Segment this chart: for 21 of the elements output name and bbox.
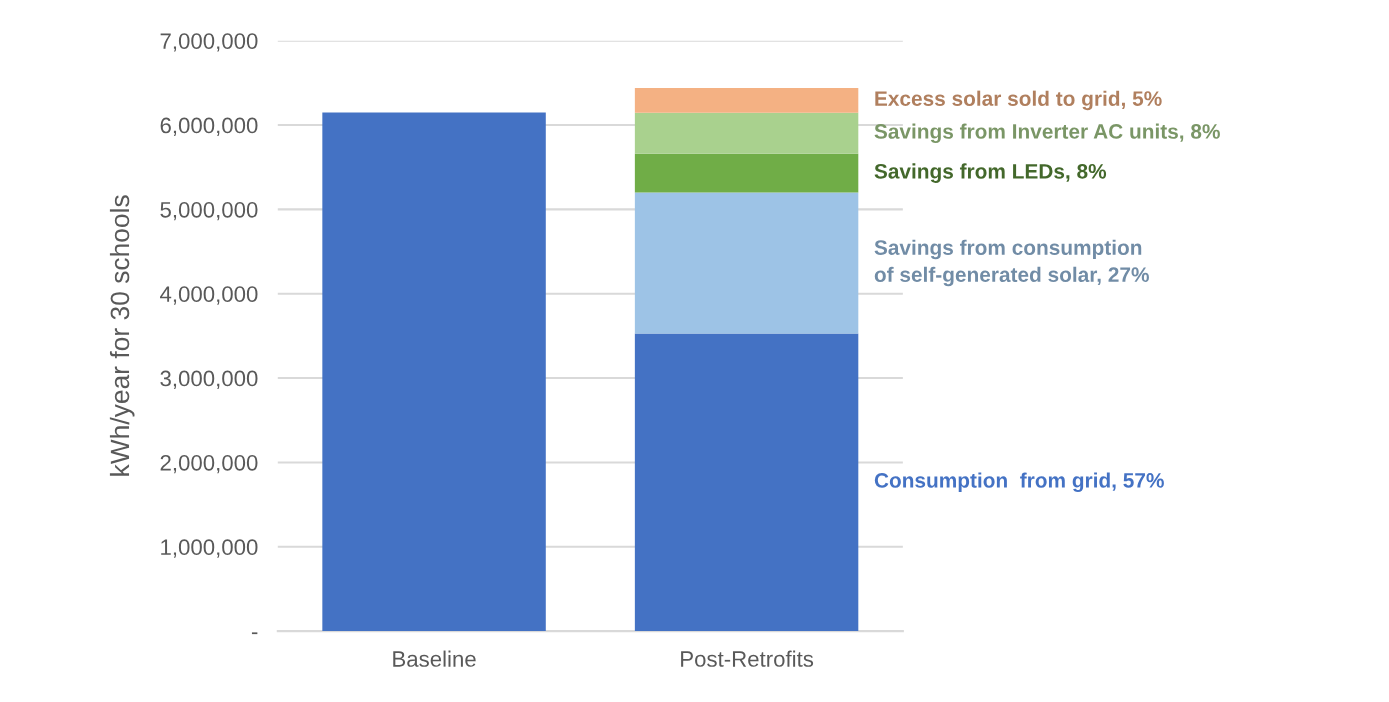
- bar: [634, 112, 859, 154]
- y-tick-label: 3,000,000: [160, 370, 258, 389]
- series-label: Excess solar sold to grid, 5%: [875, 90, 1162, 111]
- x-tick-label: Baseline: [393, 650, 476, 667]
- y-tick-label: 1,000,000: [161, 539, 258, 558]
- series-label: Savings from Inverter AC units, 8%: [874, 123, 1220, 144]
- x-tick-label: Post-Retrofits: [681, 650, 814, 667]
- bar: [634, 192, 859, 334]
- y-tick-label: 2,000,000: [160, 454, 258, 474]
- bar: [634, 153, 859, 193]
- y-tick-label: 5,000,000: [160, 201, 258, 221]
- series-label: Consumption from grid, 57%: [874, 472, 1164, 492]
- bar: [634, 333, 859, 632]
- y-tick-label: 4,000,000: [160, 286, 258, 305]
- series-label: Savings from LEDs, 8%: [874, 163, 1107, 183]
- bar: [634, 87, 859, 113]
- series-label: Savings from consumption of self-generated solar, 27%: [874, 239, 1149, 287]
- y-tick-label: 6,000,000: [160, 117, 258, 136]
- y-tick-label: -: [251, 632, 258, 635]
- y-axis-title: kWh/year for 30 schools: [109, 195, 135, 476]
- y-tick-label: 7,000,000: [160, 33, 258, 52]
